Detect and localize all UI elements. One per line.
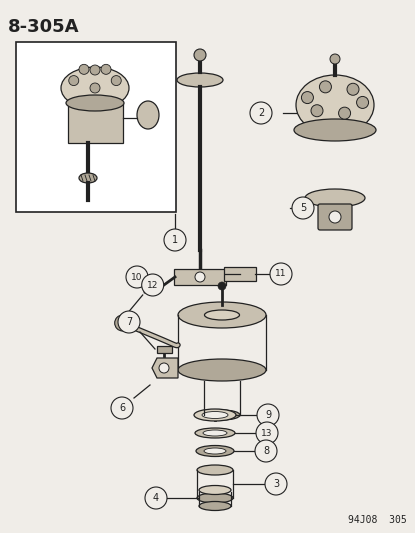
Circle shape — [250, 102, 272, 124]
Text: 9: 9 — [265, 410, 271, 420]
Ellipse shape — [294, 119, 376, 141]
Circle shape — [347, 83, 359, 95]
Text: 11: 11 — [275, 270, 287, 279]
Circle shape — [330, 54, 340, 64]
Text: 6: 6 — [119, 403, 125, 413]
Circle shape — [101, 64, 111, 74]
Ellipse shape — [199, 502, 231, 511]
Circle shape — [301, 92, 313, 103]
Circle shape — [195, 272, 205, 282]
Circle shape — [356, 96, 369, 108]
Circle shape — [90, 83, 100, 93]
Circle shape — [320, 81, 332, 93]
Text: 1: 1 — [172, 235, 178, 245]
Text: 7: 7 — [126, 317, 132, 327]
FancyBboxPatch shape — [224, 267, 256, 281]
Circle shape — [90, 65, 100, 75]
Ellipse shape — [197, 493, 233, 503]
Circle shape — [255, 440, 277, 462]
Ellipse shape — [66, 95, 124, 111]
FancyBboxPatch shape — [318, 204, 352, 230]
Ellipse shape — [305, 189, 365, 207]
Ellipse shape — [204, 410, 240, 420]
Text: 2: 2 — [258, 108, 264, 118]
Circle shape — [111, 76, 121, 86]
Circle shape — [329, 211, 341, 223]
Text: 10: 10 — [131, 272, 143, 281]
Text: 13: 13 — [261, 429, 273, 438]
Circle shape — [218, 282, 226, 290]
Circle shape — [126, 266, 148, 288]
Ellipse shape — [194, 409, 236, 421]
FancyBboxPatch shape — [68, 103, 123, 143]
Ellipse shape — [197, 465, 233, 475]
Ellipse shape — [61, 67, 129, 109]
Ellipse shape — [204, 448, 226, 454]
Circle shape — [311, 104, 323, 117]
Ellipse shape — [178, 359, 266, 381]
Text: 8: 8 — [263, 446, 269, 456]
Bar — [16, 42, 176, 212]
Circle shape — [292, 197, 314, 219]
Ellipse shape — [79, 173, 97, 183]
Text: 12: 12 — [147, 280, 159, 289]
Circle shape — [339, 107, 351, 119]
Ellipse shape — [196, 446, 234, 456]
Text: 4: 4 — [153, 493, 159, 503]
Ellipse shape — [202, 411, 228, 418]
Circle shape — [194, 49, 206, 61]
Ellipse shape — [195, 428, 235, 438]
Circle shape — [111, 397, 133, 419]
Ellipse shape — [178, 302, 266, 328]
Text: 94J08  305: 94J08 305 — [348, 515, 407, 525]
Circle shape — [115, 315, 131, 331]
Circle shape — [118, 311, 140, 333]
Text: 8-305A: 8-305A — [8, 18, 80, 36]
Ellipse shape — [296, 75, 374, 135]
Circle shape — [257, 404, 279, 426]
Ellipse shape — [137, 101, 159, 129]
Ellipse shape — [199, 486, 231, 495]
Circle shape — [69, 76, 79, 86]
Text: 5: 5 — [300, 203, 306, 213]
Circle shape — [159, 363, 169, 373]
Circle shape — [79, 64, 89, 74]
Circle shape — [142, 274, 164, 296]
Ellipse shape — [205, 310, 239, 320]
FancyBboxPatch shape — [174, 269, 226, 285]
Circle shape — [265, 473, 287, 495]
Polygon shape — [152, 358, 178, 378]
Circle shape — [270, 263, 292, 285]
Ellipse shape — [177, 73, 223, 87]
Circle shape — [145, 487, 167, 509]
Circle shape — [256, 422, 278, 444]
Ellipse shape — [203, 430, 227, 436]
FancyBboxPatch shape — [156, 345, 171, 352]
Text: 3: 3 — [273, 479, 279, 489]
Circle shape — [164, 229, 186, 251]
